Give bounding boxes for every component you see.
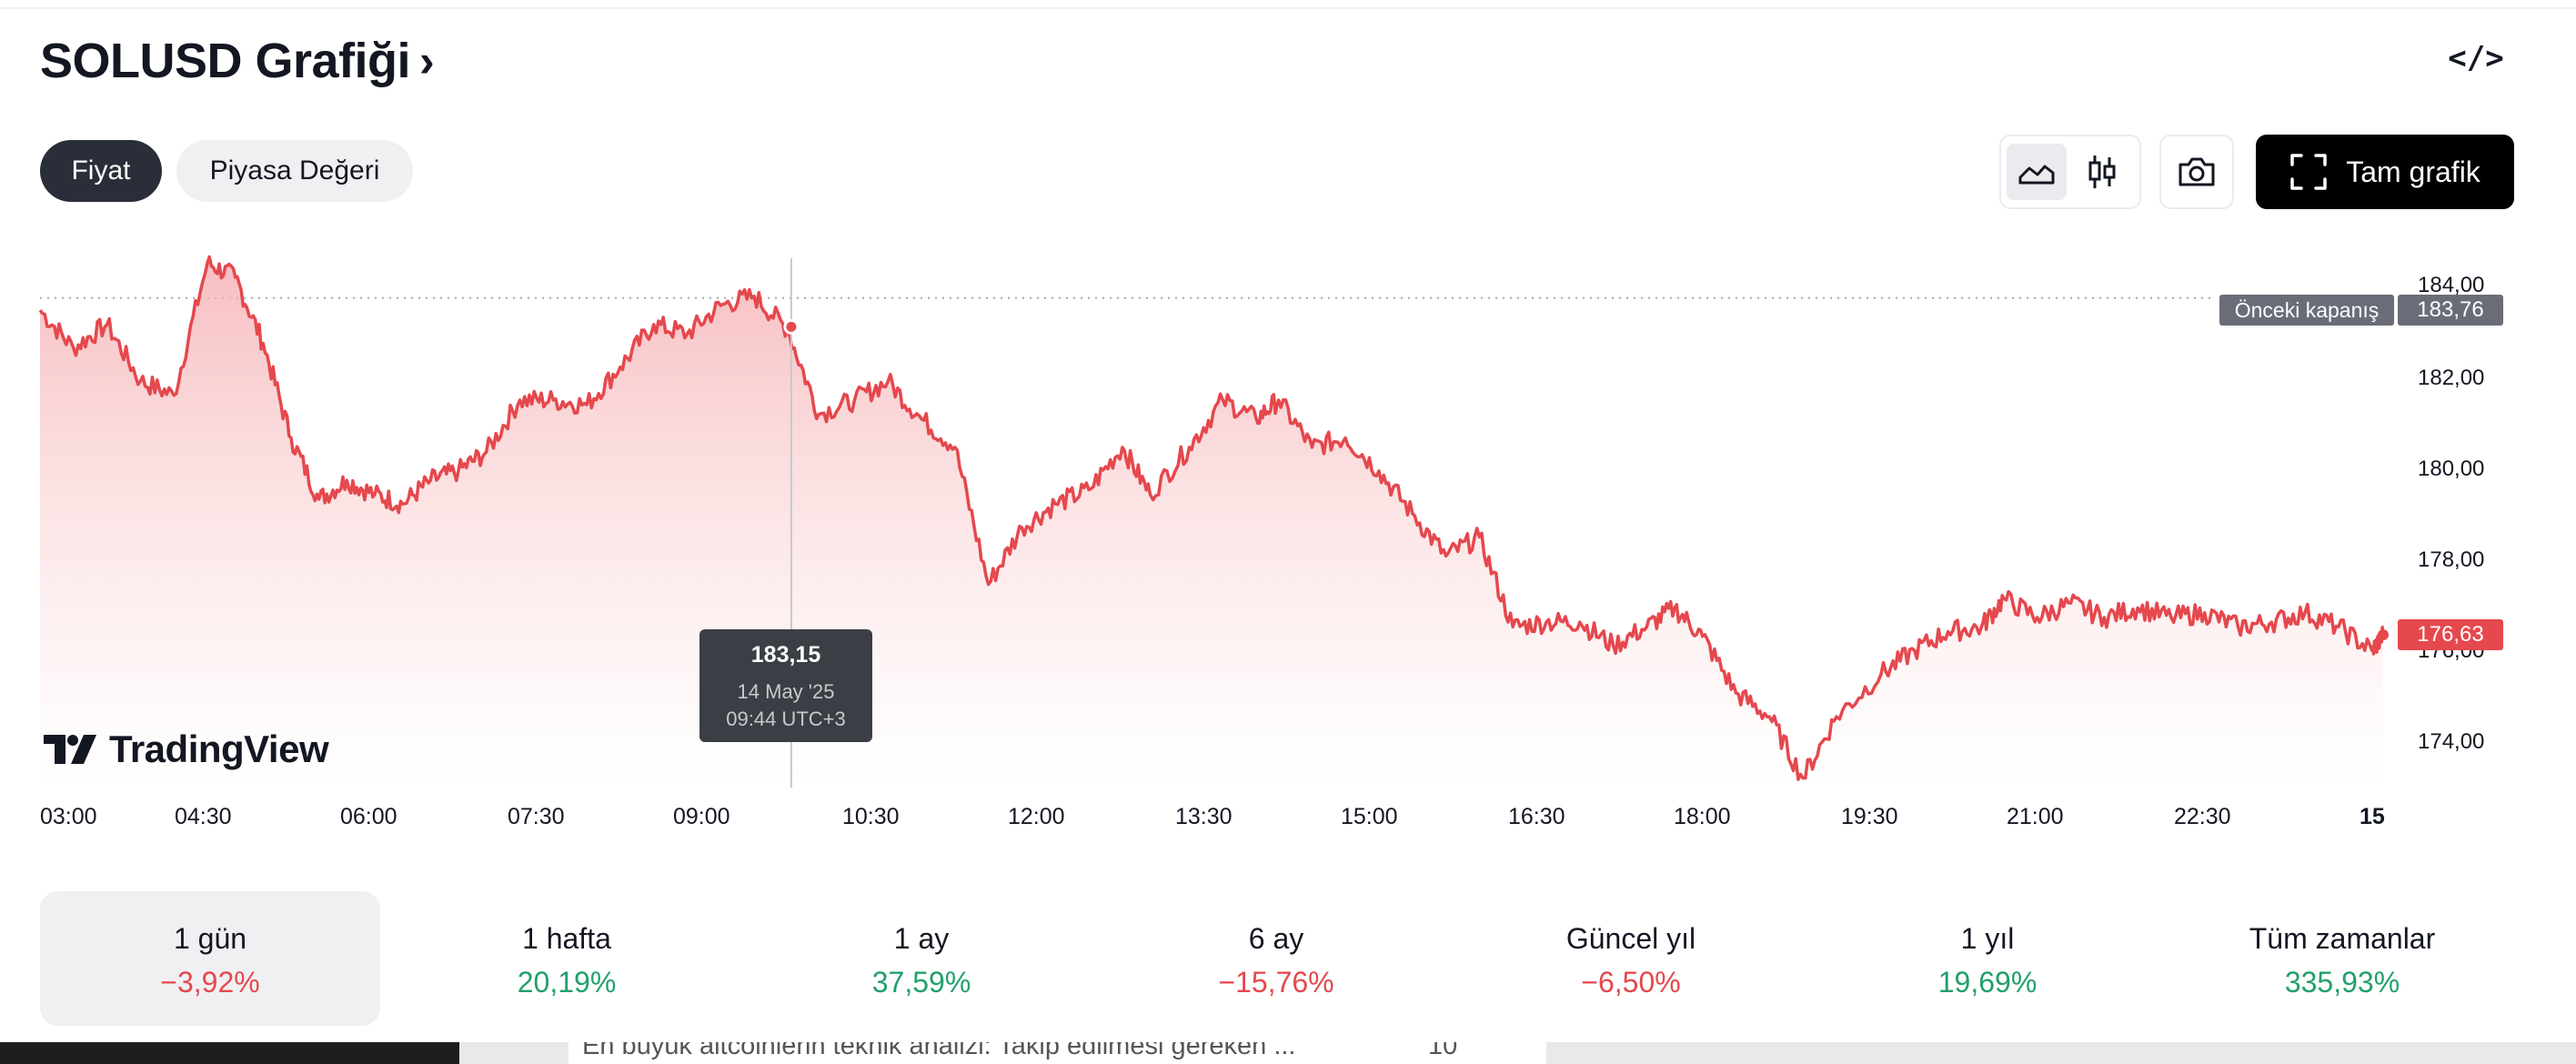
- chart-title-link[interactable]: SOLUSD Grafiği ›: [40, 33, 435, 89]
- previous-close-label: Önceki kapanış: [2219, 295, 2394, 326]
- code-icon: </>: [2448, 40, 2504, 76]
- page-title[interactable]: SOLUSD Grafiği: [40, 34, 411, 88]
- x-tick: 18:00: [1674, 804, 1731, 829]
- x-tick: 03:00: [40, 804, 97, 829]
- tooltip-date: 14 May '25: [737, 680, 835, 703]
- full-chart-button[interactable]: Tam grafik: [2256, 135, 2514, 209]
- price-chart[interactable]: [0, 246, 2576, 846]
- period-1-day[interactable]: 1 gün −3,92%: [40, 891, 380, 1026]
- last-price-label: 176,63: [2398, 619, 2503, 650]
- tab-price-label: Fiyat: [71, 156, 131, 186]
- x-tick: 21:00: [2007, 804, 2064, 829]
- tooltip-price: 183,15: [750, 642, 821, 668]
- y-tick: 174,00: [2418, 729, 2485, 754]
- period-change: 19,69%: [1937, 966, 2038, 999]
- x-tick: 22:30: [2174, 804, 2231, 829]
- y-tick: 182,00: [2418, 366, 2485, 390]
- period-6-months[interactable]: 6 ay −15,76%: [1106, 891, 1446, 1026]
- x-tick: 19:30: [1841, 804, 1898, 829]
- period-change: 37,59%: [871, 966, 971, 999]
- y-tick: 180,00: [2418, 457, 2485, 481]
- x-tick: 06:00: [340, 804, 397, 829]
- period-label: 1 hafta: [522, 922, 611, 955]
- period-label: 6 ay: [1248, 922, 1304, 955]
- period-1-month[interactable]: 1 ay 37,59%: [751, 891, 1092, 1026]
- period-ytd[interactable]: Güncel yıl −6,50%: [1461, 891, 1801, 1026]
- period-change: 335,93%: [2284, 966, 2400, 999]
- period-label: 1 yıl: [1960, 922, 2015, 955]
- x-tick: 15:00: [1341, 804, 1398, 829]
- previous-close-value: 183,76: [2398, 295, 2503, 326]
- tab-price[interactable]: Fiyat: [40, 140, 162, 202]
- y-tick: 184,00: [2418, 273, 2485, 297]
- tradingview-logo[interactable]: TradingView: [42, 728, 329, 771]
- x-tick-day: 15: [2360, 804, 2385, 829]
- camera-icon: [2179, 157, 2215, 186]
- period-label: Tüm zamanlar: [2249, 922, 2436, 955]
- chevron-right-icon: ›: [419, 35, 435, 86]
- tooltip-time: 09:44 UTC+3: [726, 708, 846, 730]
- period-label: Güncel yıl: [1565, 922, 1696, 955]
- underlying-row-text[interactable]: En büyük altcoinlerin teknik analizi: Ta…: [582, 1042, 1296, 1060]
- y-tick: 178,00: [2418, 547, 2485, 572]
- area-chart-button[interactable]: [2007, 144, 2067, 200]
- fullscreen-icon: [2290, 154, 2327, 190]
- x-tick: 13:30: [1175, 804, 1233, 829]
- screenshot-button[interactable]: [2159, 135, 2234, 209]
- candlestick-chart-button[interactable]: [2072, 144, 2132, 200]
- tab-market-cap-label: Piyasa Değeri: [209, 156, 380, 186]
- candlestick-icon: [2088, 156, 2116, 188]
- tradingview-wordmark: TradingView: [109, 728, 329, 770]
- period-change: 20,19%: [517, 966, 617, 999]
- period-all-time[interactable]: Tüm zamanlar 335,93%: [2172, 891, 2512, 1026]
- period-change: −6,50%: [1581, 966, 1681, 999]
- period-change: −3,92%: [160, 966, 260, 999]
- tradingview-logo-icon: [44, 735, 96, 764]
- tab-market-cap[interactable]: Piyasa Değeri: [176, 140, 413, 202]
- x-tick: 12:00: [1008, 804, 1065, 829]
- full-chart-label: Tam grafik: [2346, 155, 2480, 188]
- x-tick: 04:30: [175, 804, 232, 829]
- crosshair-point: [783, 318, 800, 335]
- x-tick: 16:30: [1508, 804, 1565, 829]
- period-1-year[interactable]: 1 yıl 19,69%: [1817, 891, 2158, 1026]
- period-label: 1 ay: [893, 922, 950, 955]
- price-line: [38, 255, 2385, 781]
- embed-code-button[interactable]: </>: [2447, 33, 2505, 84]
- last-price-point: [2378, 629, 2389, 641]
- chart-type-toggle: [1999, 135, 2141, 209]
- area-chart-icon: [2018, 165, 2055, 185]
- price-tooltip: 183,15 14 May '25 09:44 UTC+3: [699, 629, 872, 742]
- chart-widget: SOLUSD Grafiği › </> Fiyat Piyasa Değeri: [0, 7, 2576, 1042]
- underlying-row-number: 10: [1428, 1042, 1458, 1060]
- underlying-list-row[interactable]: [569, 1042, 1546, 1064]
- x-tick: 09:00: [673, 804, 730, 829]
- period-1-week[interactable]: 1 hafta 20,19%: [397, 891, 737, 1026]
- x-tick: 07:30: [508, 804, 565, 829]
- underlying-dark-panel: [0, 1042, 459, 1064]
- price-area-fill: [40, 256, 2383, 788]
- underlying-page: En büyük altcoinlerin teknik analizi: Ta…: [0, 1042, 2576, 1064]
- period-change: −15,76%: [1218, 966, 1334, 999]
- x-tick: 10:30: [842, 804, 900, 829]
- period-label: 1 gün: [173, 922, 247, 955]
